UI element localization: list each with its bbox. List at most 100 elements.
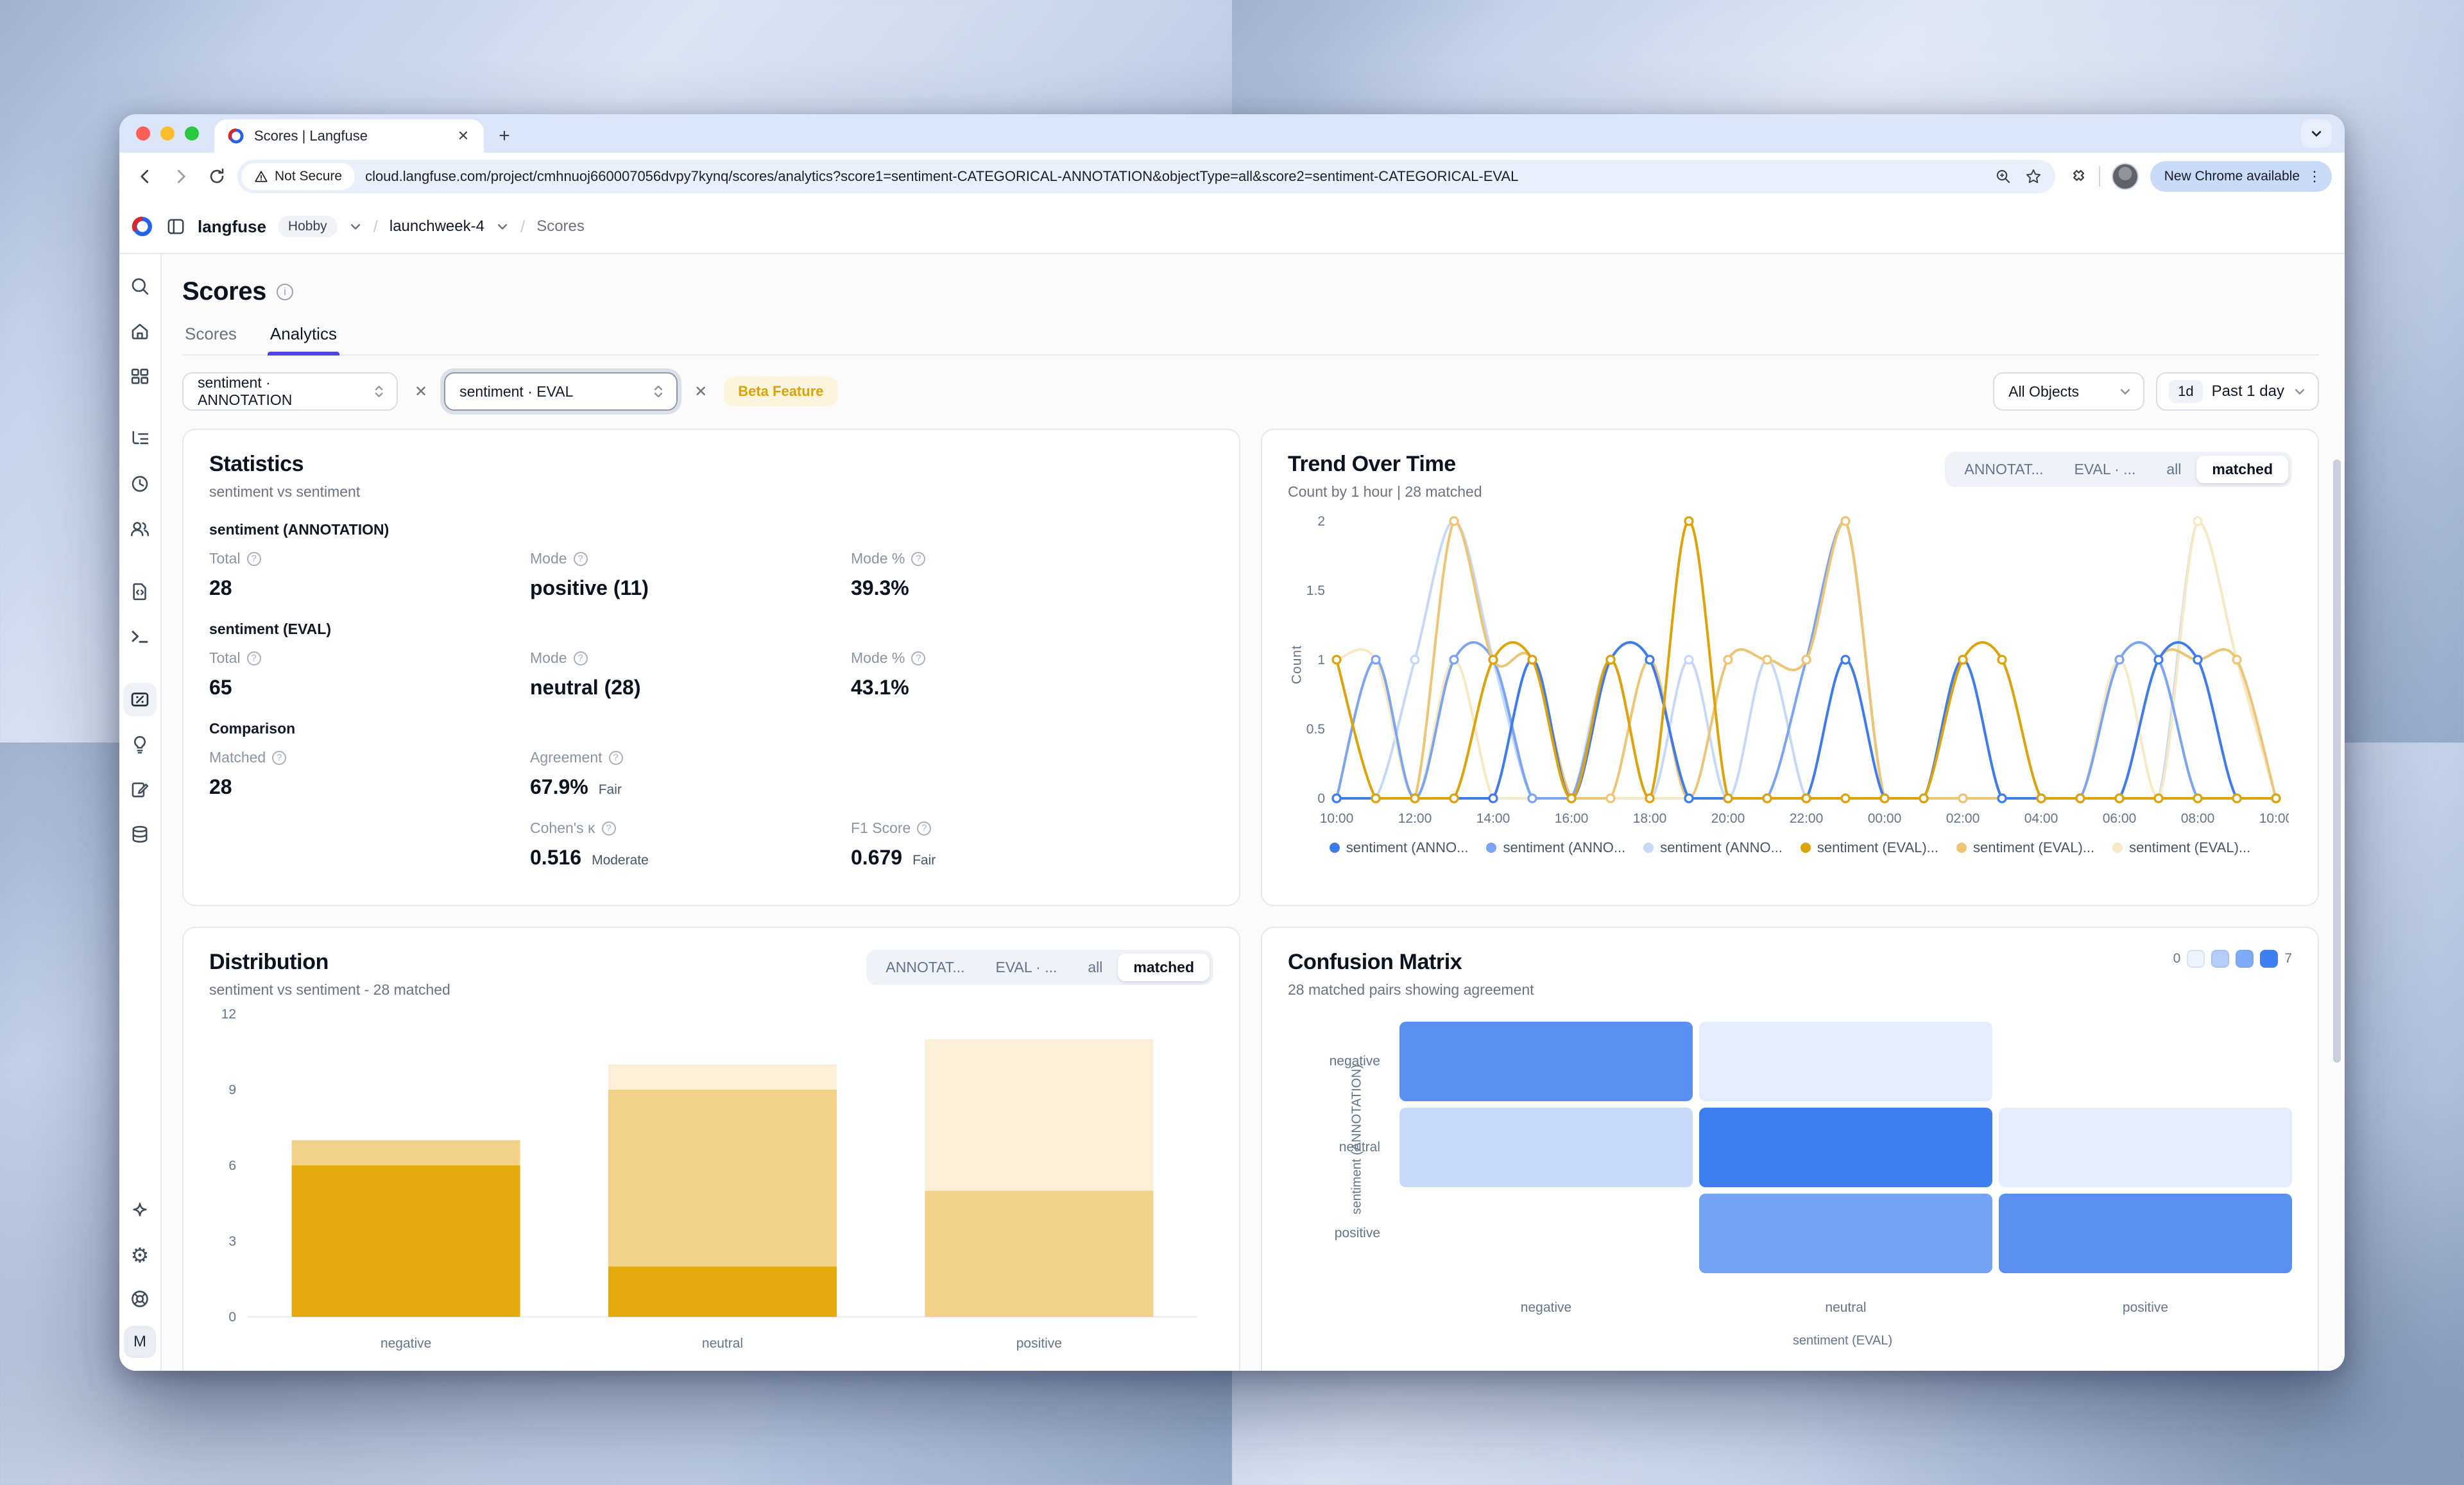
reload-button[interactable] (201, 161, 232, 192)
svg-text:0: 0 (228, 1310, 236, 1325)
profile-avatar[interactable] (2111, 163, 2139, 190)
matrix-cell[interactable] (1999, 1194, 2292, 1273)
legend-item[interactable]: sentiment (EVAL)... (1800, 839, 1938, 856)
support-lifebuoy-icon[interactable] (123, 1282, 157, 1316)
forward-button[interactable] (166, 161, 196, 192)
statistics-subtitle: sentiment vs sentiment (209, 483, 361, 500)
legend-item[interactable]: sentiment (ANNO... (1329, 839, 1468, 856)
security-chip[interactable]: Not Secure (241, 163, 355, 190)
distribution-tab-eval[interactable]: EVAL · ... (995, 959, 1057, 975)
plan-badge[interactable]: Hobby (277, 216, 338, 237)
zoom-window-button[interactable] (185, 126, 199, 141)
score2-select[interactable]: sentiment · EVAL (444, 372, 678, 411)
upgrade-sparkle-icon[interactable] (123, 1195, 157, 1228)
tab-close-icon[interactable]: ✕ (457, 128, 470, 144)
help-icon[interactable]: ? (573, 651, 588, 665)
legend-item[interactable]: sentiment (ANNO... (1486, 839, 1625, 856)
minimize-window-button[interactable] (160, 126, 175, 141)
svg-text:18:00: 18:00 (1633, 811, 1667, 826)
info-icon[interactable]: i (277, 283, 294, 300)
prompts-icon[interactable] (123, 575, 157, 608)
help-icon[interactable]: ? (246, 551, 261, 566)
help-icon[interactable]: ? (246, 651, 261, 665)
matrix-cell[interactable] (1399, 1194, 1693, 1273)
legend-dot (1643, 843, 1654, 853)
kebab-menu-icon[interactable]: ⋮ (2307, 168, 2322, 184)
matrix-cell[interactable] (1399, 1022, 1693, 1101)
project-chevron-icon[interactable] (496, 220, 509, 233)
evaluators-lamp-icon[interactable] (123, 728, 157, 761)
langfuse-favicon (228, 128, 244, 144)
distribution-subtitle: sentiment vs sentiment - 28 matched (209, 981, 450, 998)
trend-tab-all[interactable]: all (2166, 461, 2182, 477)
users-icon[interactable] (123, 512, 157, 545)
tracing-icon[interactable] (123, 422, 157, 456)
tab-search-chevron-icon[interactable] (2301, 119, 2332, 148)
remove-score1-icon[interactable]: ✕ (415, 382, 428, 400)
updown-chevrons-icon (375, 386, 383, 397)
stat-total-eval: Total? 65 (209, 649, 530, 700)
back-button[interactable] (130, 161, 160, 192)
close-window-button[interactable] (136, 126, 150, 141)
user-avatar[interactable]: M (124, 1326, 156, 1358)
legend-item[interactable]: sentiment (EVAL)... (1956, 839, 2094, 856)
help-icon[interactable]: ? (608, 750, 623, 765)
trend-tab-eval[interactable]: EVAL · ... (2074, 461, 2136, 477)
playground-terminal-icon[interactable] (123, 620, 157, 653)
distribution-title: Distribution (209, 950, 329, 974)
address-bar[interactable]: Not Secure cloud.langfuse.com/project/cm… (237, 160, 2055, 193)
svg-text:0.5: 0.5 (1306, 722, 1325, 737)
dashboards-icon[interactable] (123, 359, 157, 393)
new-tab-button[interactable]: + (499, 125, 510, 146)
score1-select[interactable]: sentiment · ANNOTATION (182, 372, 398, 411)
breadcrumb-section[interactable]: Scores (536, 218, 585, 235)
help-icon[interactable]: ? (911, 651, 926, 665)
remove-score2-icon[interactable]: ✕ (694, 382, 708, 400)
sessions-clock-icon[interactable] (123, 467, 157, 501)
page-scrollbar[interactable] (2333, 459, 2341, 1063)
help-icon[interactable]: ? (601, 821, 616, 836)
breadcrumb-project[interactable]: launchweek-4 (389, 218, 484, 235)
matrix-cell[interactable] (1399, 1108, 1693, 1187)
annotation-queues-icon[interactable] (123, 773, 157, 806)
updown-chevrons-icon (654, 385, 663, 398)
help-icon[interactable]: ? (272, 750, 287, 765)
legend-item[interactable]: sentiment (ANNO... (1643, 839, 1783, 856)
distribution-tab-annotation[interactable]: ANNOTAT... (886, 959, 965, 975)
zoom-page-icon[interactable] (1995, 168, 2012, 185)
help-icon[interactable]: ? (917, 821, 932, 836)
matrix-cell[interactable] (1699, 1022, 1992, 1101)
legend-dot (1800, 843, 1811, 853)
object-type-select[interactable]: All Objects (1993, 372, 2145, 411)
help-icon[interactable]: ? (573, 551, 588, 566)
search-icon[interactable] (123, 270, 157, 303)
help-icon[interactable]: ? (911, 551, 926, 566)
matrix-cell[interactable] (1999, 1022, 2292, 1101)
settings-gear-icon[interactable]: ⚙ (130, 1244, 150, 1267)
matrix-cell[interactable] (1699, 1194, 1992, 1273)
legend-item[interactable]: sentiment (EVAL)... (2112, 839, 2250, 856)
matrix-cell[interactable] (1999, 1108, 2292, 1187)
chrome-update-pill[interactable]: New Chrome available ⋮ (2150, 161, 2332, 192)
trend-tab-matched[interactable]: matched (2196, 456, 2288, 483)
matrix-cell[interactable] (1699, 1108, 1992, 1187)
url-text[interactable]: cloud.langfuse.com/project/cmhnuoj660007… (365, 168, 1519, 184)
scores-icon[interactable] (123, 683, 157, 716)
browser-tab[interactable]: Scores | Langfuse ✕ (214, 119, 484, 153)
trend-view-switcher: ANNOTAT... EVAL · ... all matched (1945, 452, 2292, 487)
brand-name: langfuse (198, 216, 266, 236)
home-icon[interactable] (123, 314, 157, 348)
bookmark-star-icon[interactable] (2024, 167, 2042, 185)
sidebar-toggle-icon[interactable] (166, 216, 186, 237)
datasets-icon[interactable] (123, 818, 157, 851)
extensions-icon[interactable] (2068, 167, 2087, 186)
distribution-tab-all[interactable]: all (1088, 959, 1103, 975)
date-range-button[interactable]: 1d Past 1 day (2156, 372, 2319, 411)
tab-analytics[interactable]: Analytics (267, 324, 340, 355)
score1-value: sentiment · ANNOTATION (198, 374, 293, 408)
tab-scores[interactable]: Scores (185, 324, 237, 343)
trend-card: Trend Over Time Count by 1 hour | 28 mat… (1261, 429, 2319, 906)
org-chevron-icon[interactable] (349, 220, 362, 233)
distribution-tab-matched[interactable]: matched (1118, 954, 1210, 981)
trend-tab-annotation[interactable]: ANNOTAT... (1964, 461, 2044, 477)
